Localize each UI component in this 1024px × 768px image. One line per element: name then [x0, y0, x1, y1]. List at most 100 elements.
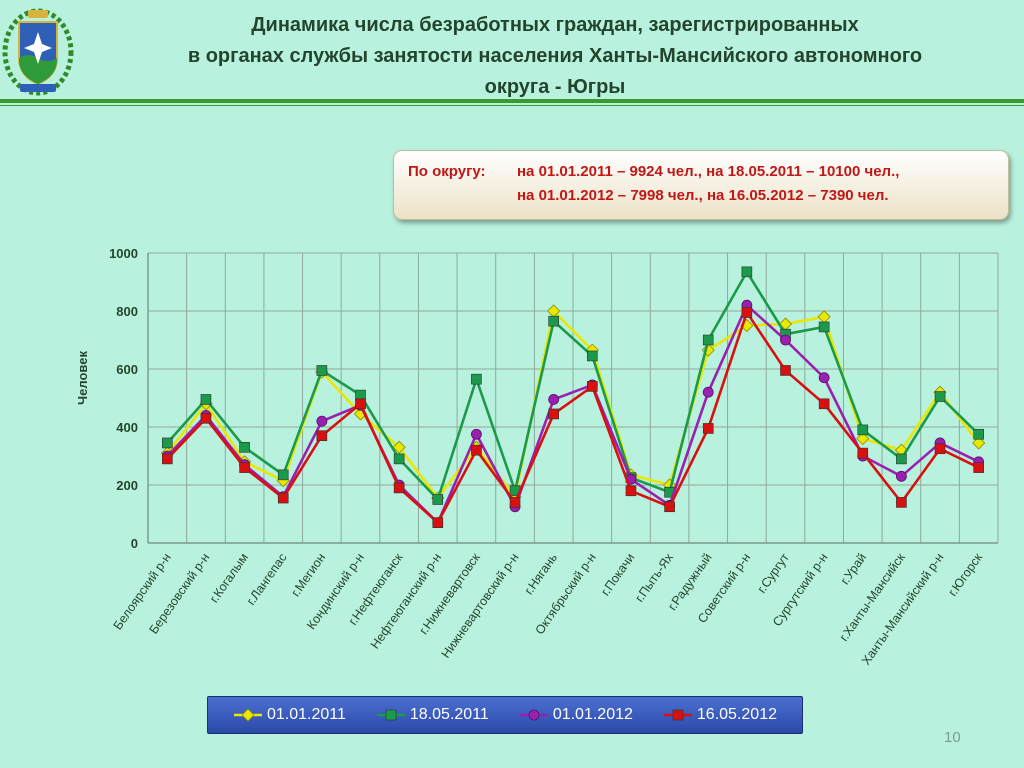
data-point	[973, 428, 984, 440]
totals-label: По округу:	[408, 163, 486, 180]
legend-swatch	[663, 709, 692, 721]
data-point	[702, 386, 714, 398]
data-point	[702, 334, 714, 346]
data-point	[393, 482, 405, 494]
okrug-totals-box: По округу: на 01.01.2011 – 9924 чел., на…	[393, 150, 1009, 220]
data-point	[973, 462, 984, 473]
legend-swatch	[376, 709, 405, 721]
x-tick-label: Нефтеюганский р-н	[368, 551, 444, 652]
legend-label: 18.05.2011	[409, 706, 489, 723]
data-point	[277, 469, 289, 481]
x-tick-label: г.Покачи	[598, 551, 637, 599]
data-point	[587, 350, 598, 362]
data-point	[817, 310, 831, 324]
data-point	[818, 372, 830, 384]
series-3	[162, 307, 984, 529]
legend-item: 18.05.2011	[376, 706, 489, 724]
data-point	[856, 432, 870, 446]
data-point	[857, 424, 869, 436]
header-rule-thin	[0, 105, 1024, 106]
legend-swatch	[519, 709, 548, 721]
data-point	[972, 436, 986, 450]
legend-swatch-marker	[672, 709, 684, 721]
y-tick-label: 800	[116, 304, 138, 319]
legend-label: 01.01.2012	[552, 706, 633, 723]
series-line	[166, 270, 980, 501]
data-point	[896, 453, 907, 465]
x-tick-label: г.Урай	[838, 551, 869, 588]
data-point	[200, 394, 212, 405]
data-point	[548, 315, 559, 327]
y-axis-title: Человек	[75, 351, 90, 405]
data-point	[702, 423, 714, 434]
chart-series	[160, 266, 986, 529]
y-tick-label: 600	[116, 362, 138, 377]
data-point	[239, 462, 250, 473]
x-tick-label: г.Пыть-Ях	[632, 550, 676, 605]
slide-title: Динамика числа безработных граждан, заре…	[90, 10, 1020, 103]
totals-line-2011: на 01.01.2011 – 9924 чел., на 18.05.2011…	[517, 163, 900, 180]
series-line	[166, 311, 980, 525]
data-point	[857, 447, 869, 459]
legend-item: 01.01.2011	[233, 706, 346, 724]
data-point	[780, 365, 791, 376]
chart-grid	[147, 252, 999, 544]
y-tick-label: 400	[116, 420, 138, 435]
x-tick-label: г.Мегион	[289, 551, 329, 600]
data-point	[239, 441, 250, 453]
data-point	[316, 365, 328, 376]
data-point	[509, 497, 521, 508]
data-point	[818, 398, 830, 410]
legend-swatch	[234, 708, 262, 722]
data-point	[896, 470, 907, 482]
data-point	[934, 391, 946, 402]
x-tick-label: г.Когалым	[207, 551, 251, 606]
data-point	[432, 517, 444, 529]
series-2	[161, 299, 985, 529]
chart-legend: 01.01.2011 18.05.2011 01.01.2012 16.05.2012	[207, 696, 803, 734]
data-point	[934, 443, 946, 455]
y-tick-label: 0	[131, 536, 138, 551]
title-line-2: в органах службы занятости населения Хан…	[187, 45, 923, 67]
legend-swatch-marker	[528, 709, 540, 721]
data-point	[432, 494, 444, 505]
y-tick-label: 200	[116, 478, 138, 493]
legend-item: 16.05.2012	[663, 706, 777, 724]
title-line-3: округа - Югры	[484, 76, 626, 98]
data-point	[896, 497, 907, 508]
data-point	[316, 430, 328, 442]
data-point	[587, 381, 598, 392]
x-tick-label: г.Лангепас	[244, 551, 290, 608]
title-line-1: Динамика числа безработных граждан, заре…	[251, 14, 859, 36]
data-point	[200, 412, 212, 424]
okrug-emblem	[2, 8, 74, 96]
legend-label: 01.01.2011	[267, 706, 346, 723]
legend-item: 01.01.2012	[519, 706, 633, 724]
data-point	[162, 437, 173, 449]
x-tick-label: Нижневартовский р-н	[439, 551, 522, 661]
data-point	[316, 415, 328, 427]
data-point	[625, 485, 637, 497]
page-number: 10	[944, 729, 961, 746]
x-tick-label: г.Сургут	[755, 550, 793, 595]
data-point	[471, 428, 482, 440]
series-line	[166, 303, 980, 525]
data-point	[780, 334, 791, 346]
x-tick-label: г.Югорск	[946, 550, 986, 599]
data-point	[548, 408, 559, 420]
header-rule-thick	[0, 99, 1024, 103]
legend-swatch-marker	[241, 708, 255, 722]
data-point	[548, 394, 560, 405]
legend-label: 16.05.2012	[696, 706, 777, 723]
data-point	[393, 453, 405, 465]
data-point	[277, 492, 289, 504]
data-point	[471, 373, 482, 385]
data-point	[162, 453, 173, 465]
y-tick-label: 1000	[109, 246, 138, 261]
data-point	[471, 444, 482, 456]
legend-swatch-marker	[385, 709, 397, 721]
data-point	[818, 321, 830, 333]
totals-line-2012: на 01.01.2012 – 7998 чел., на 16.05.2012…	[517, 187, 889, 204]
data-point	[664, 501, 675, 513]
